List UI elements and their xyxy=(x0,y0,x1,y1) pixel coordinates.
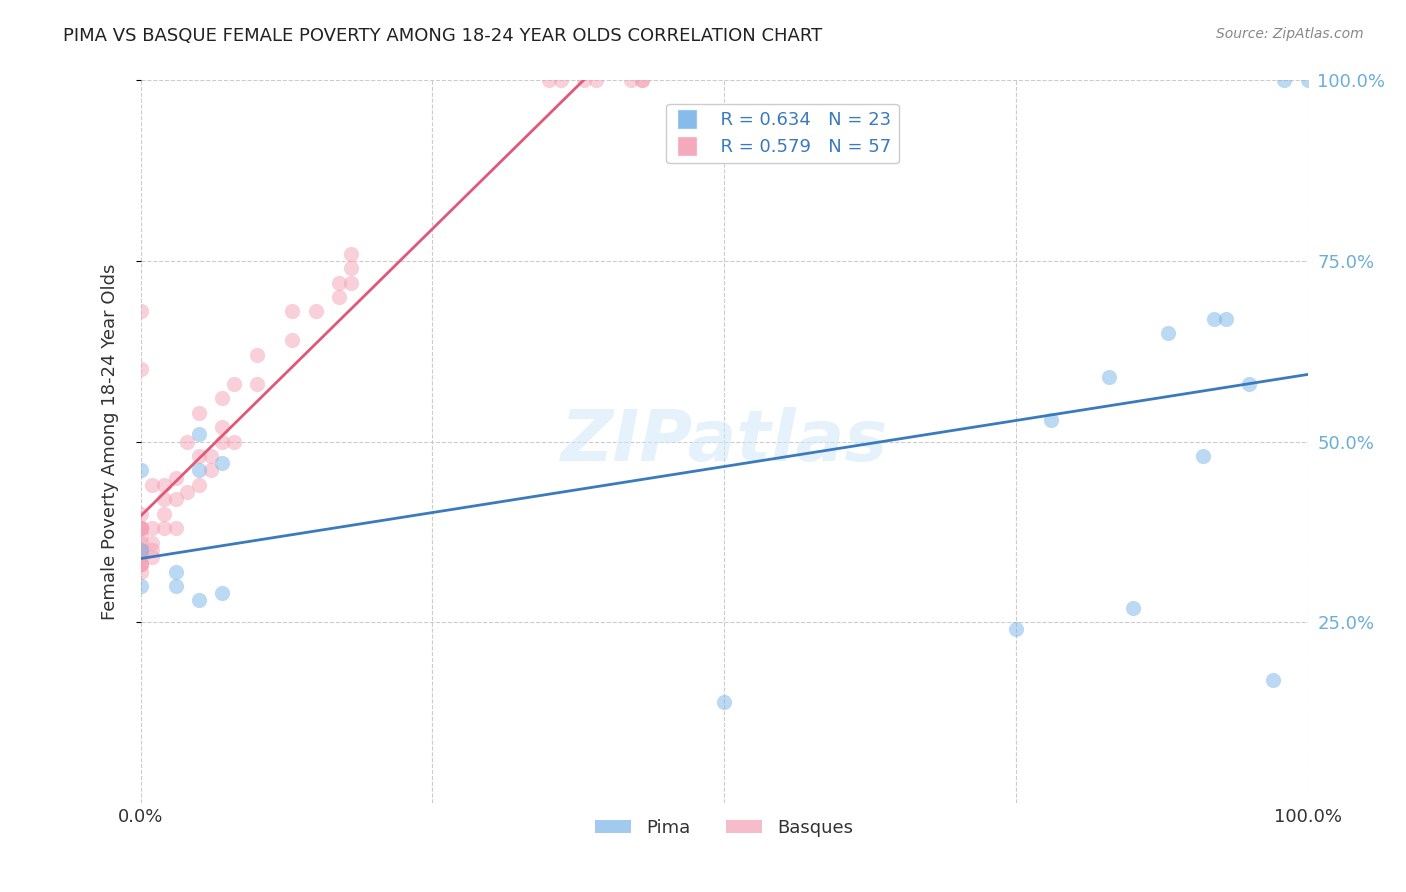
Point xyxy=(1156,326,1178,340)
Point xyxy=(1239,376,1261,391)
Point xyxy=(129,542,152,557)
Point xyxy=(222,376,245,391)
Point xyxy=(153,492,176,507)
Point xyxy=(1098,369,1121,384)
Point xyxy=(129,528,152,542)
Point xyxy=(550,73,572,87)
Legend: Pima, Basques: Pima, Basques xyxy=(588,812,860,845)
Point xyxy=(141,478,163,492)
Point xyxy=(1191,449,1213,463)
Point xyxy=(620,73,643,87)
Point xyxy=(339,261,361,276)
Point xyxy=(153,521,176,535)
Point xyxy=(211,456,233,470)
Point xyxy=(165,579,187,593)
Point xyxy=(305,304,328,318)
Point xyxy=(188,478,211,492)
Point xyxy=(129,550,152,565)
Point xyxy=(211,586,233,600)
Point xyxy=(211,420,233,434)
Point xyxy=(188,427,211,442)
Point xyxy=(129,558,152,572)
Point xyxy=(281,304,304,318)
Point xyxy=(129,507,152,521)
Point xyxy=(200,449,222,463)
Point xyxy=(246,348,269,362)
Point xyxy=(176,434,198,449)
Text: ZIPatlas: ZIPatlas xyxy=(561,407,887,476)
Point xyxy=(339,246,361,260)
Point xyxy=(141,542,163,557)
Point xyxy=(165,565,187,579)
Point xyxy=(176,485,198,500)
Point xyxy=(713,695,735,709)
Point xyxy=(129,579,152,593)
Point xyxy=(1122,600,1144,615)
Point xyxy=(328,290,350,304)
Point xyxy=(165,521,187,535)
Point xyxy=(165,492,187,507)
Point xyxy=(141,535,163,549)
Point xyxy=(129,463,152,477)
Text: PIMA VS BASQUE FEMALE POVERTY AMONG 18-24 YEAR OLDS CORRELATION CHART: PIMA VS BASQUE FEMALE POVERTY AMONG 18-2… xyxy=(63,27,823,45)
Point xyxy=(129,535,152,549)
Point xyxy=(339,276,361,290)
Point xyxy=(129,558,152,572)
Point xyxy=(281,334,304,348)
Point xyxy=(129,521,152,535)
Point xyxy=(572,73,595,87)
Point xyxy=(222,434,245,449)
Point xyxy=(129,362,152,376)
Point xyxy=(1261,673,1284,687)
Point xyxy=(585,73,607,87)
Point xyxy=(188,449,211,463)
Point xyxy=(129,304,152,318)
Point xyxy=(1005,623,1028,637)
Point xyxy=(165,470,187,484)
Point xyxy=(246,376,269,391)
Y-axis label: Female Poverty Among 18-24 Year Olds: Female Poverty Among 18-24 Year Olds xyxy=(101,263,120,620)
Point xyxy=(188,593,211,607)
Point xyxy=(1296,73,1319,87)
Point xyxy=(328,276,350,290)
Point xyxy=(1204,311,1226,326)
Point xyxy=(537,73,560,87)
Point xyxy=(188,406,211,420)
Point xyxy=(1215,311,1237,326)
Point xyxy=(631,73,654,87)
Point xyxy=(211,434,233,449)
Point xyxy=(153,507,176,521)
Point xyxy=(129,542,152,557)
Point xyxy=(153,478,176,492)
Point xyxy=(200,463,222,477)
Point xyxy=(141,550,163,565)
Point xyxy=(1272,73,1295,87)
Point xyxy=(129,542,152,557)
Text: Source: ZipAtlas.com: Source: ZipAtlas.com xyxy=(1216,27,1364,41)
Point xyxy=(129,521,152,535)
Point xyxy=(141,521,163,535)
Point xyxy=(129,558,152,572)
Point xyxy=(129,521,152,535)
Point xyxy=(188,463,211,477)
Point xyxy=(211,391,233,405)
Point xyxy=(631,73,654,87)
Point xyxy=(129,565,152,579)
Point xyxy=(129,521,152,535)
Point xyxy=(1039,413,1062,427)
